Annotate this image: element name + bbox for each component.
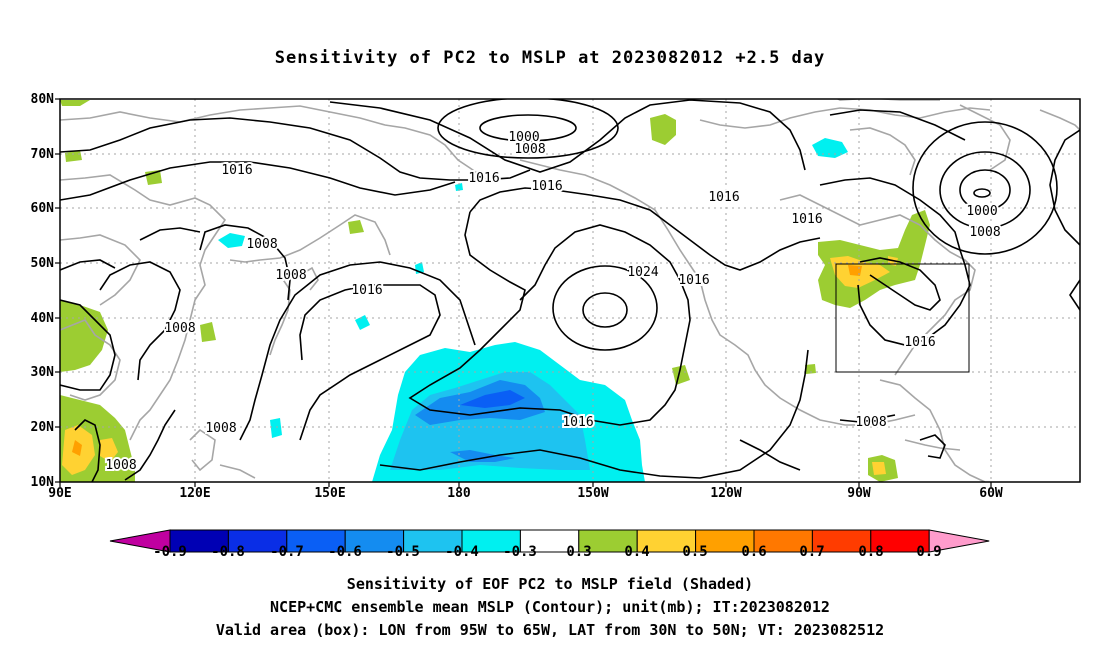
- caption-line-2: NCEP+CMC ensemble mean MSLP (Contour); u…: [270, 598, 830, 616]
- colorbar-tick: 0.5: [682, 544, 708, 560]
- contour-label: 1024: [627, 265, 658, 280]
- lat-label-70n: 70N: [30, 147, 54, 162]
- sensitivity-shading: [60, 100, 930, 482]
- lon-label-180: 180: [447, 486, 471, 501]
- coastlines: [60, 99, 1080, 482]
- lon-label-120e: 120E: [179, 486, 211, 501]
- lat-label-20n: 20N: [30, 420, 54, 435]
- contour-label: 1008: [205, 421, 236, 436]
- colorbar-tick: -0.6: [328, 544, 362, 560]
- caption-line-3: Valid area (box): LON from 95W to 65W, L…: [215, 621, 885, 639]
- lon-label-90e: 90E: [48, 486, 72, 501]
- contour-label: 1016: [351, 283, 382, 298]
- contour-label: 1008: [855, 415, 886, 430]
- lat-label-30n: 30N: [30, 365, 54, 380]
- colorbar: [109, 529, 990, 553]
- contour-label: 1016: [221, 163, 252, 178]
- colorbar-tick: 0.4: [624, 544, 650, 560]
- colorbar-swatch: [928, 529, 990, 553]
- lon-label-150e: 150E: [314, 486, 346, 501]
- contour-labels: 1000 1008 1016 1016 1008 1008 1016 1008 …: [103, 128, 1002, 475]
- contour-label: 1008: [275, 268, 306, 283]
- colorbar-tick: 0.9: [916, 544, 942, 560]
- contour-label: 1008: [969, 225, 1000, 240]
- contour-label: 1016: [708, 190, 739, 205]
- contour-label: 1008: [246, 237, 277, 252]
- lat-label-10n: 10N: [30, 475, 54, 490]
- contour-label: 1016: [562, 415, 593, 430]
- caption-line-1: Sensitivity of EOF PC2 to MSLP field (Sh…: [346, 575, 754, 593]
- colorbar-tick: 0.6: [741, 544, 767, 560]
- axis-ticks: [55, 98, 992, 487]
- lat-label-80n: 80N: [30, 92, 54, 107]
- contour-label: 1000: [966, 204, 997, 219]
- lon-label-120w: 120W: [710, 486, 742, 501]
- lon-label-90w: 90W: [847, 486, 871, 501]
- contour-label: 1016: [531, 179, 562, 194]
- colorbar-tick: -0.5: [386, 544, 420, 560]
- mslp-contours: [60, 99, 1080, 482]
- colorbar-tick: 0.8: [858, 544, 884, 560]
- contour-label: 1000: [508, 130, 539, 145]
- contour-label: 1016: [904, 335, 935, 350]
- contour-label: 1016: [468, 171, 499, 186]
- colorbar-tick: 0.7: [799, 544, 825, 560]
- lat-label-60n: 60N: [30, 201, 54, 216]
- lon-label-150w: 150W: [577, 486, 609, 501]
- contour-label: 1008: [164, 321, 195, 336]
- colorbar-tick: -0.4: [445, 544, 479, 560]
- contour-label: 1016: [791, 212, 822, 227]
- colorbar-tick: -0.8: [211, 544, 245, 560]
- contour-label: 1008: [514, 142, 545, 157]
- contour-label: 1008: [105, 458, 136, 473]
- lon-label-60w: 60W: [979, 486, 1003, 501]
- lat-label-50n: 50N: [30, 256, 54, 271]
- map-title: Sensitivity of PC2 to MSLP at 2023082012…: [274, 48, 826, 68]
- map-panel: 1000 1008 1016 1016 1008 1008 1016 1008 …: [60, 99, 1080, 482]
- lat-label-40n: 40N: [30, 311, 54, 326]
- colorbar-tick: -0.7: [270, 544, 304, 560]
- map-frame: [59, 98, 1081, 483]
- colorbar-tick: 0.3: [566, 544, 592, 560]
- valid-area-box: [835, 263, 970, 373]
- colorbar-tick: -0.9: [153, 544, 187, 560]
- contour-label: 1016: [678, 273, 709, 288]
- colorbar-tick: -0.3: [503, 544, 537, 560]
